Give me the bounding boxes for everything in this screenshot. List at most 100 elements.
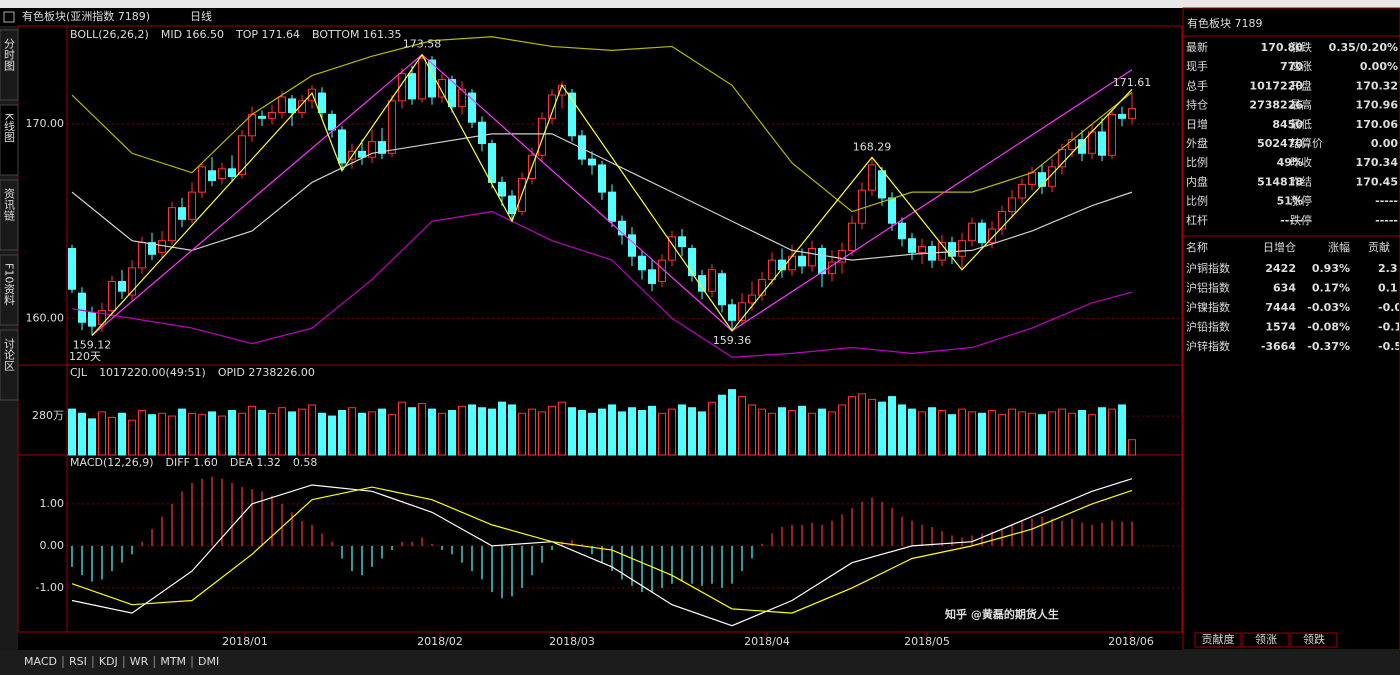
sidebar-tab-label: 资讯链 [3,188,16,221]
candle-body [468,92,476,123]
volume-bar [288,411,296,456]
indicator-header: BOLL(26,26,2) [70,28,149,41]
volume-bar [418,403,426,456]
volume-bar [338,410,346,456]
indicator-header: MID 166.50 [161,28,224,41]
candle-body [688,247,696,277]
quote-value: 170.06 [1356,118,1399,131]
indicator-header: BOTTOM 161.35 [312,28,401,41]
sidebar-tab[interactable] [0,29,19,101]
quote-label: 最高 [1290,98,1312,112]
candle-body [138,242,146,269]
volume-bar [1118,404,1126,456]
candle-body [408,73,416,100]
indicator-tab[interactable]: WR [130,655,149,668]
indicator-tab[interactable]: DMI [198,655,219,668]
candle-body [568,92,576,137]
indicator-line [91,53,1133,336]
candle-body [198,166,206,193]
sidebar-tab[interactable] [0,254,19,326]
sidebar-tab[interactable] [0,104,19,176]
panel-tab[interactable] [1194,632,1242,648]
candle-body [438,78,446,98]
volume-bar [408,407,416,456]
candle-body [338,129,346,164]
volume-bar [598,408,606,456]
x-tick-label: 2018/05 [904,635,950,648]
candle-body [168,207,176,242]
panel-tab[interactable] [1290,632,1338,648]
quote-label: 跌停 [1290,213,1312,227]
volume-bar [198,414,206,456]
quote-value: 170.96 [1356,99,1399,112]
panel-tab[interactable] [1242,632,1290,648]
indicator-tab[interactable]: MACD [24,655,57,668]
sidebar-tab[interactable] [0,329,19,401]
candle-body [478,121,486,145]
volume-bar [1078,410,1086,456]
table-cell: 沪铜指数 [1186,261,1230,275]
indicator-header: DEA 1.32 [230,456,281,469]
volume-bar [98,411,106,456]
period-selector[interactable]: 日线 [190,9,212,23]
volume-bar [1018,411,1026,456]
volume-bar [858,393,866,456]
volume-bar [608,404,616,456]
volume-bar [908,408,916,456]
sidebar-tab[interactable] [0,179,19,251]
candle-body [208,170,216,181]
watermark: 知乎 @黄磊的期货人生 [944,607,1059,621]
volume-bar [228,410,236,456]
candle-body [738,302,746,321]
volume-bar [218,415,226,456]
volume-bar [158,412,166,456]
volume-bar [378,408,386,456]
y-tick-label: 1.00 [40,497,65,510]
candle-body [1058,148,1066,168]
volume-bar [488,408,496,456]
candle-body [718,273,726,306]
candle-body [678,236,686,248]
volume-bar [578,410,586,456]
indicator-line [71,478,1133,627]
price-label: 168.29 [853,140,892,153]
y-tick-label: 280万 [32,409,64,422]
volume-bar [458,405,466,456]
volume-bar [618,411,626,456]
window-top [0,0,1400,8]
toolbar [0,8,1183,26]
candle-body [538,117,546,156]
quote-label: 涨跌 [1290,40,1312,54]
indicator-tab[interactable]: KDJ [99,655,118,668]
indicator-tab[interactable]: RSI [69,655,87,668]
volume-bar [728,389,736,456]
toolbar-icon[interactable] [3,11,15,23]
candle-body [108,280,116,312]
volume-bar [128,419,136,456]
indicator-tab[interactable]: MTM [160,655,186,668]
quote-label: 总手 [1186,78,1208,92]
quote-value: 170.45 [1356,175,1398,188]
candle-body [618,220,626,236]
volume-bar [278,407,286,456]
volume-bar [548,405,556,456]
indicator-header: CJL [70,366,88,379]
candle-body [938,242,946,261]
candle-body [328,113,336,131]
candle-body [358,150,366,158]
x-tick-label: 2018/06 [1108,635,1154,648]
candle-body [508,195,516,214]
volume-bar [978,412,986,456]
candle-body [298,100,306,113]
volume-bar [898,404,906,456]
volume-bar [1058,408,1066,456]
candle-body [188,191,196,220]
table-cell: 沪锌指数 [1186,339,1230,353]
table-cell: 2.3 [1378,262,1398,275]
candle-body [448,78,456,108]
volume-bar [968,411,976,456]
volume-bar [1088,414,1096,456]
x-tick-label: 2018/04 [744,635,790,648]
y-tick-label: 170.00 [26,117,65,130]
table-cell: 沪铅指数 [1186,320,1230,334]
